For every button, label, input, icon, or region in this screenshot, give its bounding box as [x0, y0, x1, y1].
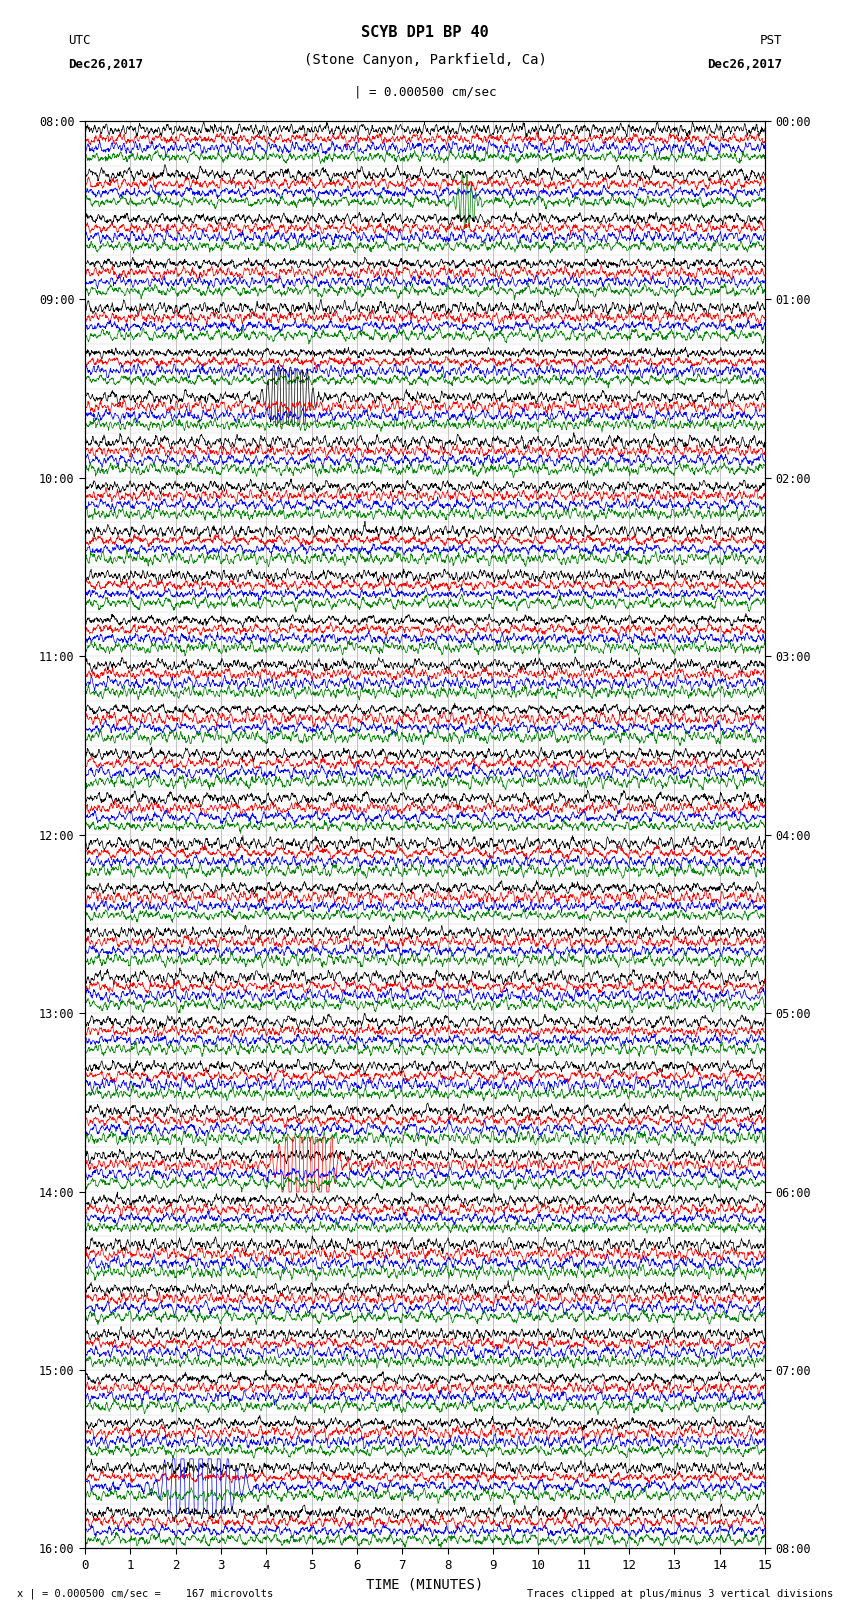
Text: (Stone Canyon, Parkfield, Ca): (Stone Canyon, Parkfield, Ca): [303, 53, 547, 66]
Text: PST: PST: [760, 34, 782, 47]
Text: UTC: UTC: [68, 34, 90, 47]
X-axis label: TIME (MINUTES): TIME (MINUTES): [366, 1578, 484, 1592]
Text: Dec26,2017: Dec26,2017: [707, 58, 782, 71]
Text: x | = 0.000500 cm/sec =    167 microvolts: x | = 0.000500 cm/sec = 167 microvolts: [17, 1589, 273, 1598]
Text: SCYB DP1 BP 40: SCYB DP1 BP 40: [361, 24, 489, 40]
Text: | = 0.000500 cm/sec: | = 0.000500 cm/sec: [354, 85, 496, 98]
Text: Dec26,2017: Dec26,2017: [68, 58, 143, 71]
Text: Traces clipped at plus/minus 3 vertical divisions: Traces clipped at plus/minus 3 vertical …: [527, 1589, 833, 1598]
